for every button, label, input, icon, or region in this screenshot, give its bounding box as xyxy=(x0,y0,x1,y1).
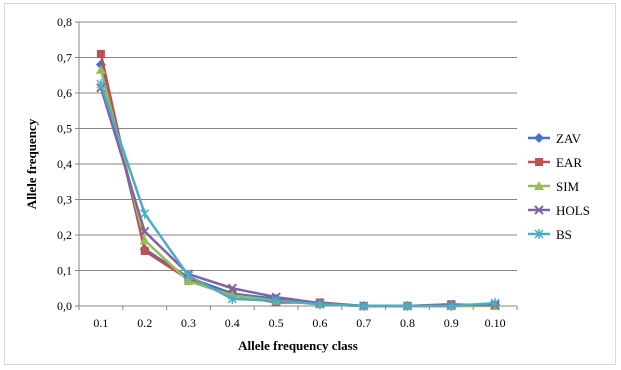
y-tick-label: 0,0 xyxy=(57,299,72,313)
data-point xyxy=(227,293,237,304)
y-tick-label: 0,3 xyxy=(57,193,72,207)
axes xyxy=(75,21,518,310)
series-line xyxy=(99,53,496,308)
y-tick-label: 0,8 xyxy=(57,15,72,29)
x-tick-label: 0.10 xyxy=(485,316,506,330)
legend-label: HOLS xyxy=(556,203,590,218)
data-point xyxy=(227,283,238,293)
legend-label: EAR xyxy=(556,155,582,170)
y-tick-label: 0,6 xyxy=(57,86,72,100)
series-bs xyxy=(96,79,500,311)
x-tick-label: 0.8 xyxy=(400,316,415,330)
legend-item: HOLS xyxy=(528,203,590,218)
y-tick-label: 0,2 xyxy=(57,228,72,242)
data-point xyxy=(271,295,281,306)
legend-marker xyxy=(534,229,544,239)
legend-marker xyxy=(534,205,544,215)
legend: ZAV EAR SIM HOLS BS xyxy=(528,131,590,242)
legend-marker xyxy=(534,181,544,190)
legend-item: ZAV xyxy=(528,131,582,146)
x-tick-label: 0.1 xyxy=(93,316,108,330)
x-tick-label: 0.9 xyxy=(444,316,459,330)
y-tick-labels: 0,0 0,1 0,2 0,3 0,4 0,5 0,6 0,7 0,8 xyxy=(57,15,72,313)
data-point xyxy=(402,301,413,311)
series-layer xyxy=(95,49,501,311)
legend-label: BS xyxy=(556,227,572,242)
data-point xyxy=(315,299,325,310)
data-point xyxy=(95,64,106,74)
legend-item: EAR xyxy=(528,155,582,170)
data-point xyxy=(96,79,106,90)
y-tick-label: 0,7 xyxy=(57,51,72,65)
y-tick-label: 0,1 xyxy=(57,264,72,278)
data-point xyxy=(446,301,456,311)
gridlines xyxy=(79,21,517,271)
legend-item: BS xyxy=(528,227,572,242)
x-axis-title: Allele frequency class xyxy=(238,338,358,353)
data-point xyxy=(490,298,500,309)
series-line xyxy=(99,87,496,308)
series-hols xyxy=(96,82,500,311)
data-point xyxy=(183,270,194,281)
data-point xyxy=(96,49,105,58)
legend-marker xyxy=(535,158,543,166)
x-tick-label: 0.6 xyxy=(312,316,327,330)
legend-marker xyxy=(534,133,544,143)
y-tick-label: 0,4 xyxy=(57,157,72,171)
series-sim xyxy=(95,64,501,310)
series-zav xyxy=(95,59,501,311)
x-tick-label: 0.7 xyxy=(356,316,371,330)
y-tick-label: 0,5 xyxy=(57,122,72,136)
legend-label: SIM xyxy=(556,179,580,194)
legend-label: ZAV xyxy=(556,131,582,146)
series-line xyxy=(99,83,496,308)
data-point xyxy=(139,226,150,237)
series-line xyxy=(99,64,496,308)
x-tick-label: 0.5 xyxy=(269,316,284,330)
x-tick-labels: 0.1 0.2 0.3 0.4 0.5 0.6 0.7 0.8 0.9 0.10 xyxy=(93,316,505,330)
legend-item: SIM xyxy=(528,179,580,194)
data-point xyxy=(140,208,150,219)
y-axis-title: Allele frequency xyxy=(24,118,39,209)
data-point xyxy=(140,246,149,255)
x-tick-label: 0.2 xyxy=(137,316,152,330)
data-point xyxy=(359,301,369,311)
data-point xyxy=(139,235,150,245)
x-tick-label: 0.3 xyxy=(181,316,196,330)
x-tick-label: 0.4 xyxy=(225,316,240,330)
